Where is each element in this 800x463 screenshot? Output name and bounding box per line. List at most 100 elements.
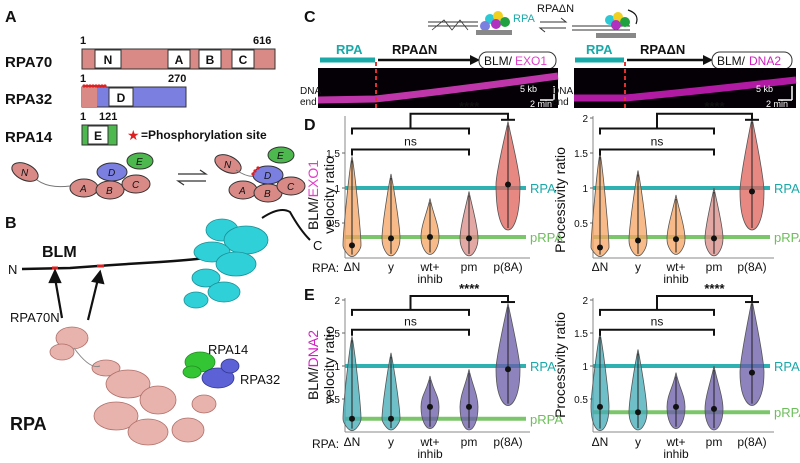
kymo-left-rpa-label: RPA (336, 42, 363, 57)
ns-bracket (351, 328, 470, 336)
phospho-star-icon: ★ (127, 127, 140, 143)
rpa32-structure (201, 358, 240, 389)
panel-e-letter: E (304, 287, 315, 304)
exchange-rpadn-label: RPAΔN (537, 3, 574, 15)
phospho-legend: =Phosphorylation site (141, 128, 267, 142)
rpa70n-label: RPA70N (10, 310, 60, 325)
blm-n-term: N (8, 262, 17, 277)
y-tick-label: 0.5 (326, 219, 340, 230)
rpa14-start: 1 (80, 111, 86, 123)
violin-median-point (597, 403, 603, 410)
violin-median-point (635, 409, 641, 416)
e-right-ylabel: Processivity ratio (552, 312, 568, 418)
star-bracket (656, 112, 753, 129)
rpa32-start: 1 (80, 73, 86, 85)
violin-median-point (427, 234, 433, 240)
svg-text:B: B (264, 189, 271, 200)
x-category-label: y (635, 435, 641, 449)
x-category-label: y (388, 260, 394, 274)
blm-helicase-structure (183, 218, 269, 309)
y-tick-label: 2 (334, 296, 340, 307)
x-category-label: p(8A) (737, 260, 766, 274)
rpa14-domain-e (87, 125, 109, 145)
violin-median-point (505, 181, 511, 188)
violin-median-point (635, 237, 641, 244)
rpa32-structure-label: RPA32 (240, 372, 280, 387)
exchange-schematic-left (428, 11, 512, 35)
rpa70-end: 616 (253, 35, 271, 47)
x-category-label: pm (461, 260, 478, 274)
rpa70-domain-c-label: C (239, 53, 248, 67)
y-tick-label: 1.5 (574, 329, 588, 340)
svg-text:N: N (224, 160, 232, 171)
significance-stars: **** (459, 99, 480, 114)
rpa70-label: RPA70 (5, 54, 52, 71)
kymo-left-scale-kb: 5 kb (520, 84, 537, 94)
kymo-right-trace (574, 76, 797, 102)
kymo-left-dna-end: DNA end (300, 86, 321, 108)
blm-label: BLM (42, 244, 77, 261)
y-tick-label: 0.5 (326, 395, 340, 406)
rpa14-structure-label: RPA14 (208, 342, 248, 357)
rpa14-end: 121 (99, 111, 117, 123)
prpa-reference-label: pRPA (774, 230, 800, 245)
x-category-label: p(8A) (493, 260, 522, 274)
violin-median-point (749, 369, 755, 376)
x-category-label: ΔN (592, 435, 609, 449)
violin-median-point (711, 405, 717, 412)
y-tick-label: 1 (582, 362, 588, 373)
kymo-right-arrowhead-icon (703, 55, 713, 65)
rpa32-phospho-sites (82, 84, 107, 88)
violin-median-point (505, 366, 511, 373)
rpa-cartoon-left: N D E A B C (11, 152, 154, 200)
x-category-label: p(8A) (737, 435, 766, 449)
kymo-left-tag-b: EXO1 (515, 54, 547, 68)
significance-stars: **** (704, 99, 725, 114)
violin-median-point (349, 242, 355, 249)
d-left-ylabel-2: velocity ratio (321, 156, 337, 234)
kymo-right-rpadn-label: RPAΔN (640, 42, 685, 57)
y-tick-label: 1.5 (574, 149, 588, 160)
violin-median-point (466, 403, 472, 410)
chart-dna2-processivity: 0.5 1 1.5 2 RPA pRPA ΔN y wt+inhib pm p(8A) ns **** (574, 281, 800, 461)
star-bracket (409, 295, 509, 310)
ns-label: ns (404, 135, 417, 149)
violin-median-point (388, 235, 394, 242)
ns-bracket (599, 148, 715, 156)
rpa32-end: 270 (168, 73, 186, 85)
svg-text:D: D (264, 171, 271, 182)
rpa-structure-label: RPA (10, 414, 47, 434)
kymo-right-scale-min: 2 min (766, 99, 788, 109)
panel-c-letter: C (304, 9, 316, 26)
e-left-ylabel-2: velocity ratio (321, 326, 337, 404)
x-category-label: wt+ inhib (663, 435, 689, 461)
rpa14-label: RPA14 (5, 129, 53, 146)
violin-median-point (466, 235, 472, 242)
equilibrium-arrows-icon (176, 169, 208, 186)
blm-c-term: C (313, 238, 322, 253)
blm-chain (21, 256, 206, 271)
x-category-label: y (635, 260, 641, 274)
kymo-left-scalebar (540, 86, 555, 101)
svg-text:D: D (108, 168, 115, 179)
kymo-right-scalebar (778, 86, 793, 101)
ns-label: ns (404, 315, 417, 329)
panel-a-letter: A (5, 9, 17, 26)
e-left-ylabel: BLM/DNA2 (305, 330, 321, 400)
violin-median-point (388, 415, 394, 422)
violin-median-point (673, 403, 679, 410)
rpa32-domain-d (108, 87, 134, 107)
kymo-left-arrowhead-icon (470, 55, 480, 65)
x-category-label: wt+ inhib (417, 435, 443, 461)
rpa-reference-label: RPA (530, 181, 556, 196)
rpa70-domain-b (198, 49, 222, 69)
x-category-label: wt+ inhib (663, 260, 689, 286)
x-category-label: ΔN (592, 260, 609, 274)
svg-text:C: C (132, 180, 140, 191)
rpa-reference-label: RPA (530, 359, 556, 374)
panel-b-letter: B (5, 215, 17, 232)
star-bracket (656, 295, 753, 310)
kymo-left-tag-a: BLM/ (484, 54, 513, 68)
d-rpa-prefix: RPA: (312, 261, 339, 275)
